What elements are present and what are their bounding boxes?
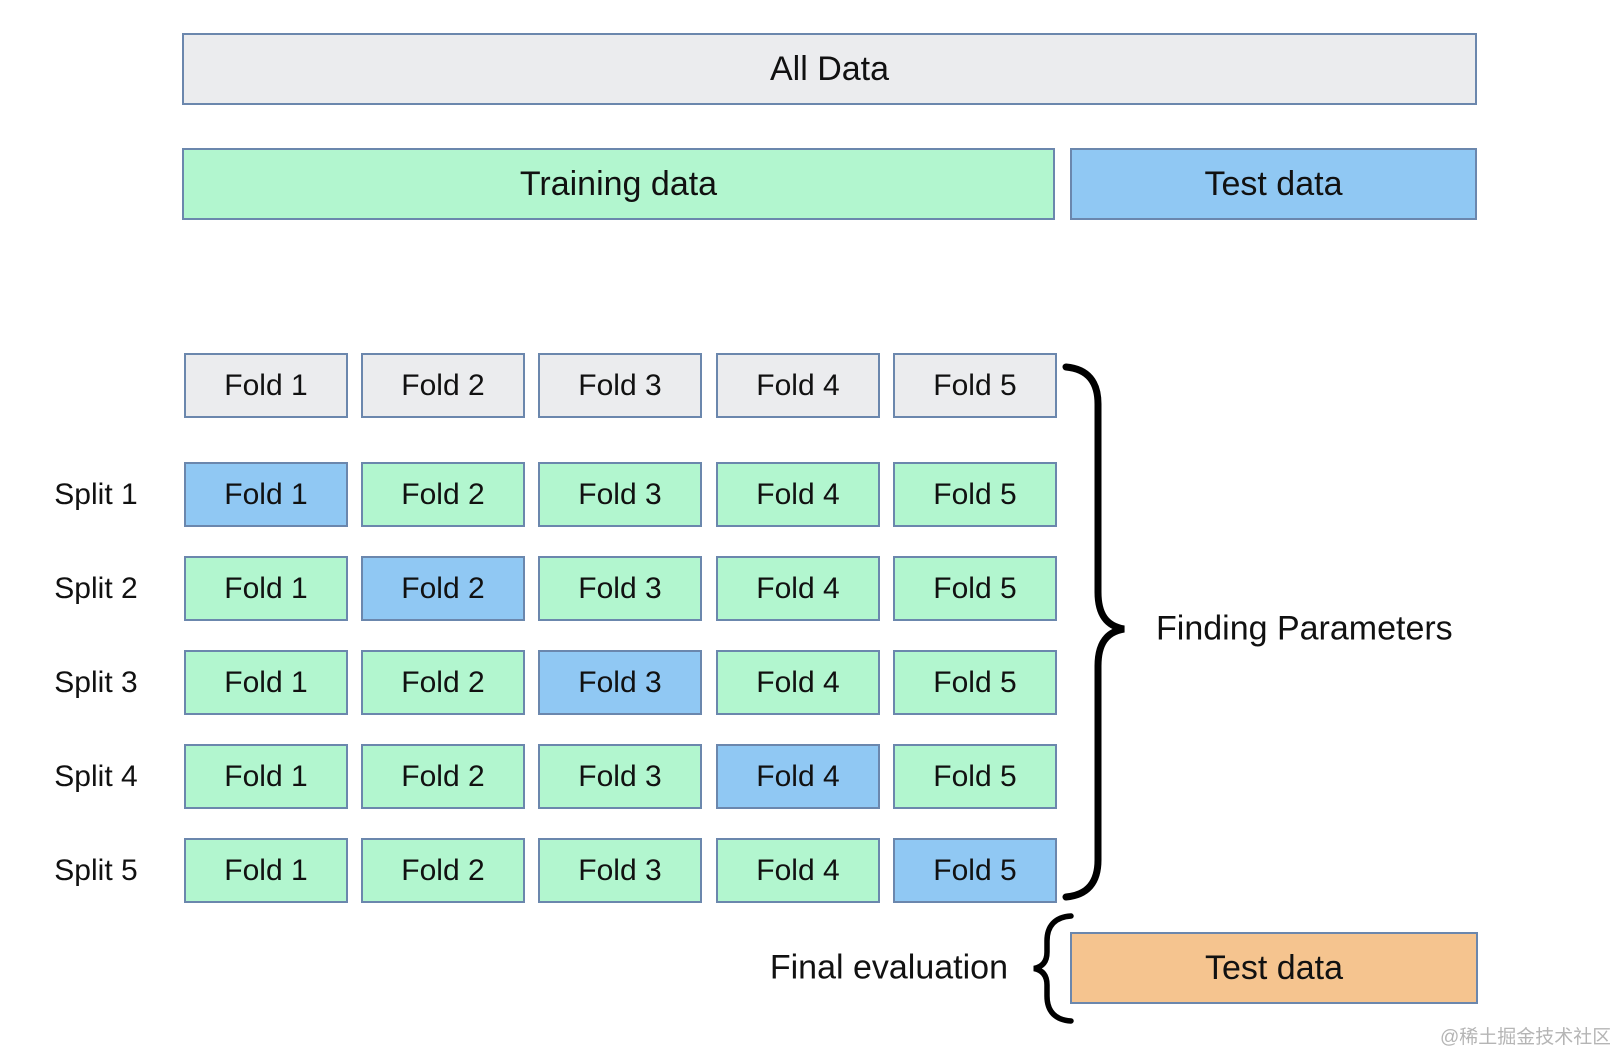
split-label: Split 2 [54,571,138,605]
split-label: Split 4 [54,759,138,793]
fold-cell-test: Fold 2 [361,556,525,621]
header-fold-cell: Fold 1 [184,353,348,418]
fold-cell-train: Fold 2 [361,744,525,809]
split-label: Split 5 [54,853,138,887]
fold-cell-train: Fold 1 [184,650,348,715]
fold-cell-train: Fold 4 [716,650,880,715]
header-fold-cell: Fold 2 [361,353,525,418]
final-evaluation-brace-icon [1033,913,1074,1024]
fold-cell-train: Fold 1 [184,838,348,903]
fold-cell-test: Fold 4 [716,744,880,809]
all-data-bar: All Data [182,33,1477,105]
fold-cell-train: Fold 5 [893,650,1057,715]
test-data-bar: Test data [1070,148,1477,220]
watermark: @稀土掘金技术社区 [1440,1027,1610,1048]
fold-cell-train: Fold 1 [184,556,348,621]
finding-parameters-brace-icon [1062,363,1125,901]
fold-cell-train: Fold 3 [538,556,702,621]
fold-cell-train: Fold 2 [361,650,525,715]
fold-cell-train: Fold 4 [716,462,880,527]
finding-parameters-label: Finding Parameters [1156,609,1453,648]
fold-cell-train: Fold 3 [538,462,702,527]
final-test-data-bar: Test data [1070,932,1478,1004]
fold-cell-train: Fold 3 [538,744,702,809]
fold-cell-test: Fold 5 [893,838,1057,903]
fold-cell-train: Fold 5 [893,744,1057,809]
header-fold-cell: Fold 3 [538,353,702,418]
fold-cell-train: Fold 4 [716,838,880,903]
header-fold-cell: Fold 5 [893,353,1057,418]
fold-cell-train: Fold 2 [361,462,525,527]
final-evaluation-label: Final evaluation [769,948,1008,987]
fold-cell-train: Fold 4 [716,556,880,621]
fold-cell-train: Fold 2 [361,838,525,903]
header-fold-cell: Fold 4 [716,353,880,418]
fold-cell-train: Fold 5 [893,556,1057,621]
fold-cell-train: Fold 3 [538,838,702,903]
fold-cell-train: Fold 1 [184,744,348,809]
training-data-bar: Training data [182,148,1055,220]
fold-cell-test: Fold 1 [184,462,348,527]
fold-cell-test: Fold 3 [538,650,702,715]
fold-cell-train: Fold 5 [893,462,1057,527]
split-label: Split 1 [54,477,138,511]
split-label: Split 3 [54,665,138,699]
